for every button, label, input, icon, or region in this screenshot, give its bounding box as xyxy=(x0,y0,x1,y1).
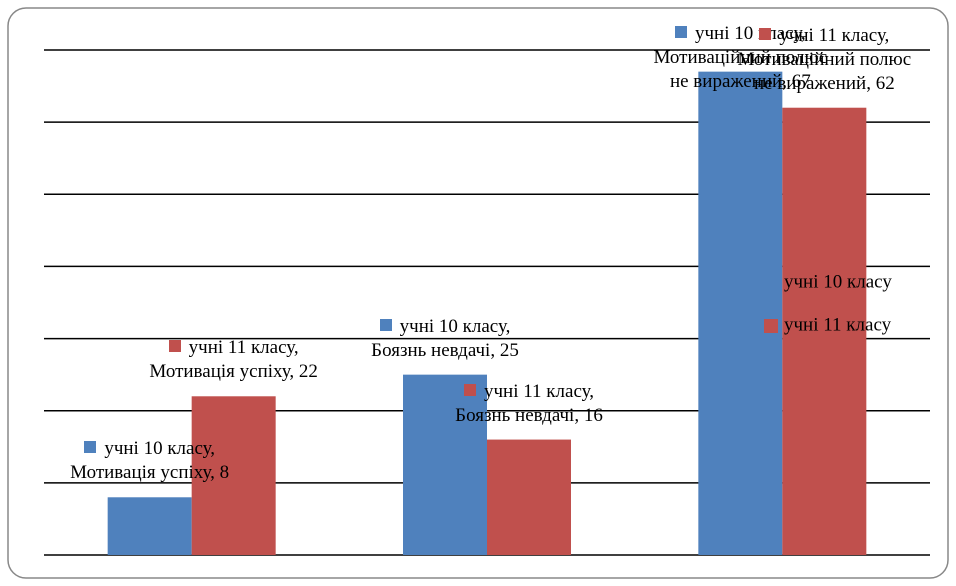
label-key xyxy=(674,26,687,38)
legend-key xyxy=(764,319,778,333)
data-label-text: учні 11 класу, Мотивація успіху, 22 xyxy=(149,337,318,383)
legend-key xyxy=(764,276,778,290)
data-label: учні 11 класу, Мотиваційний полюс не вир… xyxy=(734,24,914,96)
bar xyxy=(487,439,571,555)
label-key xyxy=(464,383,476,396)
data-label: учні 11 класу, Боязнь невдачі, 16 xyxy=(439,380,619,428)
data-label-text: учні 10 класу, Мотиваційний полюс не вир… xyxy=(653,23,828,92)
label-key xyxy=(84,441,97,454)
legend-label: учні 11 класу xyxy=(784,314,892,335)
label-key xyxy=(379,318,392,331)
bar xyxy=(403,374,487,555)
bar xyxy=(107,497,192,555)
data-label-text: учні 10 класу, Мотивація успіху, 8 xyxy=(70,438,230,484)
bar xyxy=(191,396,276,555)
data-label-text: учні 11 класу, Мотиваційний полюс не вир… xyxy=(737,24,912,94)
data-label-text: учні 11 класу, Боязнь невдачі, 16 xyxy=(455,380,603,426)
legend-label: учні 10 класу xyxy=(784,271,892,292)
data-label: учні 11 класу, Мотивація успіху, 22 xyxy=(144,336,324,384)
data-label-text: учні 10 класу, Боязнь невдачі, 25 xyxy=(371,315,519,361)
label-key xyxy=(168,340,181,353)
data-label: учні 10 класу, Мотиваційний полюс не вир… xyxy=(650,22,830,94)
label-key xyxy=(759,27,772,40)
bar xyxy=(782,107,867,555)
bar xyxy=(698,71,783,556)
data-label: учні 10 класу, Мотивація успіху, 8 xyxy=(60,437,240,485)
data-label: учні 10 класу, Боязнь невдачі, 25 xyxy=(355,315,535,363)
